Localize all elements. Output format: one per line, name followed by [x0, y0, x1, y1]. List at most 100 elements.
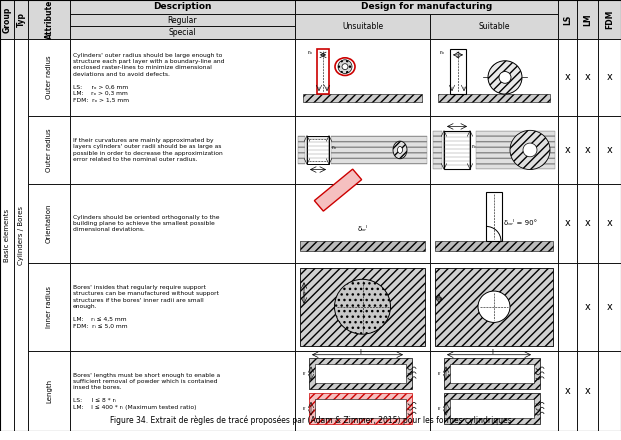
- Bar: [70, 184, 295, 263]
- Text: Special: Special: [169, 28, 196, 37]
- Bar: [577, 116, 598, 184]
- Text: x: x: [607, 145, 612, 155]
- Bar: [0, 0, 14, 39]
- Text: rᵢ: rᵢ: [303, 371, 306, 376]
- Bar: [295, 351, 430, 431]
- Text: x: x: [607, 218, 612, 228]
- Bar: [295, 14, 430, 39]
- Bar: [558, 351, 577, 431]
- Circle shape: [488, 61, 522, 94]
- Bar: [444, 131, 470, 169]
- Text: x: x: [607, 302, 612, 312]
- Text: Bores' lengths must be short enough to enable a
sufficient removal of powder whi: Bores' lengths must be short enough to e…: [73, 373, 220, 410]
- Text: rᵢ: rᵢ: [302, 290, 306, 296]
- Text: rᵢ: rᵢ: [438, 371, 441, 376]
- Bar: [295, 39, 430, 116]
- Bar: [28, 351, 70, 431]
- Text: rₒ: rₒ: [331, 146, 336, 150]
- Text: Cylinders / Bores: Cylinders / Bores: [18, 205, 24, 265]
- Text: Outer radius: Outer radius: [46, 128, 52, 172]
- Bar: [295, 0, 558, 14]
- Text: Description: Description: [153, 2, 212, 11]
- Bar: [577, 0, 598, 39]
- Bar: [315, 363, 406, 383]
- Bar: [300, 241, 425, 251]
- Bar: [598, 263, 621, 351]
- Text: x: x: [584, 302, 591, 312]
- Bar: [450, 399, 534, 418]
- Bar: [430, 184, 558, 263]
- Bar: [577, 351, 598, 431]
- Ellipse shape: [397, 147, 402, 154]
- Bar: [558, 116, 577, 184]
- Bar: [433, 131, 442, 169]
- Circle shape: [478, 291, 510, 323]
- Bar: [577, 263, 598, 351]
- Bar: [430, 39, 558, 116]
- Text: Group: Group: [2, 7, 12, 33]
- Text: Design for manufacturing: Design for manufacturing: [361, 2, 492, 11]
- Bar: [450, 49, 466, 94]
- Text: l: l: [491, 349, 493, 355]
- Bar: [558, 184, 577, 263]
- Text: Typ: Typ: [17, 12, 25, 27]
- Text: x: x: [564, 145, 570, 155]
- Bar: [558, 263, 577, 351]
- Bar: [331, 136, 427, 164]
- Text: Attribute: Attribute: [45, 0, 53, 39]
- Bar: [298, 136, 305, 164]
- Text: x: x: [584, 218, 591, 228]
- Text: x: x: [564, 386, 570, 396]
- Bar: [70, 14, 295, 26]
- Bar: [70, 351, 295, 431]
- Bar: [450, 363, 534, 383]
- Bar: [70, 26, 295, 39]
- Bar: [303, 94, 422, 102]
- Bar: [300, 268, 425, 346]
- Text: Figure 34. Extrait de règles de tracé proposées par (Adam & Zimmer, 2015) pour l: Figure 34. Extrait de règles de tracé pr…: [110, 416, 511, 425]
- Bar: [28, 184, 70, 263]
- Text: LM: LM: [583, 13, 592, 26]
- Text: FDM: FDM: [605, 10, 614, 29]
- Circle shape: [523, 143, 537, 157]
- Circle shape: [499, 72, 511, 83]
- Text: δₒᵣᴵ: δₒᵣᴵ: [358, 226, 368, 232]
- Bar: [295, 184, 430, 263]
- Text: Bores' insides that regularly require support
structures can be manufactured wit: Bores' insides that regularly require su…: [73, 285, 219, 328]
- Bar: [435, 241, 553, 251]
- Bar: [14, 39, 28, 431]
- Text: Suitable: Suitable: [478, 22, 510, 31]
- Bar: [438, 94, 550, 102]
- Text: rₒ: rₒ: [307, 51, 312, 55]
- Bar: [444, 358, 540, 389]
- Text: Unsuitable: Unsuitable: [342, 22, 383, 31]
- Bar: [70, 116, 295, 184]
- Bar: [435, 268, 553, 346]
- Bar: [598, 0, 621, 39]
- Bar: [295, 263, 430, 351]
- Text: x: x: [607, 73, 612, 82]
- Text: Basic elements: Basic elements: [4, 209, 10, 262]
- Circle shape: [342, 64, 348, 70]
- Text: x: x: [584, 73, 591, 82]
- Bar: [309, 393, 412, 424]
- Text: x: x: [564, 73, 570, 82]
- Text: l: l: [360, 349, 361, 355]
- Bar: [476, 131, 555, 169]
- Bar: [598, 39, 621, 116]
- Bar: [430, 116, 558, 184]
- Bar: [14, 0, 28, 39]
- Bar: [317, 49, 329, 94]
- Bar: [28, 263, 70, 351]
- Bar: [28, 39, 70, 116]
- Text: Cylinders' outer radius should be large enough to
structure each part layer with: Cylinders' outer radius should be large …: [73, 52, 225, 103]
- Bar: [430, 351, 558, 431]
- Bar: [444, 393, 540, 424]
- Text: If their curvatures are mainly approximated by
layers cylinders' outer radii sho: If their curvatures are mainly approxima…: [73, 138, 223, 162]
- Bar: [309, 358, 412, 389]
- Circle shape: [338, 60, 352, 73]
- Text: rᵢ: rᵢ: [437, 297, 441, 301]
- Bar: [315, 399, 406, 418]
- Bar: [430, 14, 558, 39]
- Bar: [307, 136, 329, 164]
